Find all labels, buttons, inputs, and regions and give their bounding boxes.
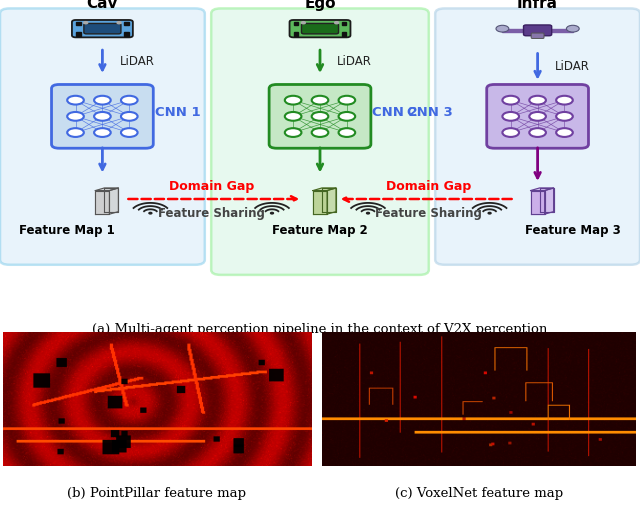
Circle shape <box>502 112 519 121</box>
Circle shape <box>94 96 111 104</box>
Circle shape <box>556 128 573 137</box>
Circle shape <box>339 112 355 121</box>
Circle shape <box>529 112 546 121</box>
FancyBboxPatch shape <box>211 8 429 275</box>
Circle shape <box>367 212 369 214</box>
FancyBboxPatch shape <box>289 20 351 37</box>
Circle shape <box>149 212 152 214</box>
Circle shape <box>312 96 328 104</box>
Circle shape <box>285 112 301 121</box>
Text: Infra: Infra <box>517 0 558 12</box>
Circle shape <box>335 22 339 24</box>
Circle shape <box>94 112 111 121</box>
Circle shape <box>121 112 138 121</box>
Text: LiDAR: LiDAR <box>120 55 154 68</box>
Circle shape <box>502 128 519 137</box>
Circle shape <box>285 128 301 137</box>
Circle shape <box>312 112 328 121</box>
Circle shape <box>121 128 138 137</box>
Polygon shape <box>313 188 336 191</box>
Text: Feature Sharing: Feature Sharing <box>376 207 482 220</box>
Polygon shape <box>109 188 118 214</box>
Circle shape <box>502 96 519 104</box>
Text: (b) PointPillar feature map: (b) PointPillar feature map <box>67 487 246 501</box>
Text: LiDAR: LiDAR <box>337 55 372 68</box>
FancyBboxPatch shape <box>52 84 154 148</box>
Circle shape <box>301 22 305 24</box>
Circle shape <box>529 128 546 137</box>
Circle shape <box>67 112 84 121</box>
Circle shape <box>339 128 355 137</box>
Text: Feature Sharing: Feature Sharing <box>158 207 264 220</box>
FancyBboxPatch shape <box>72 20 133 37</box>
Bar <box>342 32 346 35</box>
Text: CNN 1: CNN 1 <box>155 106 200 120</box>
Circle shape <box>67 128 84 137</box>
Text: Ego: Ego <box>304 0 336 12</box>
Circle shape <box>117 22 121 24</box>
Polygon shape <box>531 188 554 191</box>
Text: CNN 3: CNN 3 <box>408 106 453 120</box>
Polygon shape <box>104 188 118 211</box>
Circle shape <box>271 212 273 214</box>
Text: (c) VoxelNet feature map: (c) VoxelNet feature map <box>395 487 563 501</box>
Bar <box>76 22 81 25</box>
FancyBboxPatch shape <box>269 84 371 148</box>
Text: Domain Gap: Domain Gap <box>386 180 472 193</box>
FancyBboxPatch shape <box>435 8 640 265</box>
Circle shape <box>121 96 138 104</box>
FancyBboxPatch shape <box>301 24 339 34</box>
Polygon shape <box>95 188 118 191</box>
Circle shape <box>496 25 509 32</box>
Circle shape <box>285 96 301 104</box>
FancyBboxPatch shape <box>84 24 121 34</box>
Circle shape <box>488 212 491 214</box>
Bar <box>342 22 346 25</box>
Bar <box>124 22 129 25</box>
Polygon shape <box>322 188 336 211</box>
Text: Cav: Cav <box>86 0 118 12</box>
FancyBboxPatch shape <box>531 33 544 38</box>
Text: Feature Map 1: Feature Map 1 <box>19 225 115 237</box>
Polygon shape <box>531 191 545 214</box>
Polygon shape <box>313 191 327 214</box>
Circle shape <box>529 96 546 104</box>
FancyBboxPatch shape <box>524 25 552 36</box>
Circle shape <box>556 96 573 104</box>
Circle shape <box>566 25 579 32</box>
Bar <box>294 22 298 25</box>
Circle shape <box>556 112 573 121</box>
Bar <box>76 32 81 35</box>
Text: Feature Map 3: Feature Map 3 <box>525 225 621 237</box>
Text: (a) Multi-agent perception pipeline in the context of V2X perception: (a) Multi-agent perception pipeline in t… <box>92 324 548 336</box>
Polygon shape <box>95 191 109 214</box>
FancyBboxPatch shape <box>0 8 205 265</box>
FancyBboxPatch shape <box>487 84 589 148</box>
Circle shape <box>67 96 84 104</box>
Bar <box>502 28 573 32</box>
Polygon shape <box>545 188 554 214</box>
Bar <box>124 32 129 35</box>
Bar <box>294 32 298 35</box>
Circle shape <box>94 128 111 137</box>
Text: Domain Gap: Domain Gap <box>168 180 254 193</box>
Text: CNN 2: CNN 2 <box>372 106 418 120</box>
Circle shape <box>84 22 88 24</box>
Text: Feature Map 2: Feature Map 2 <box>272 225 368 237</box>
Polygon shape <box>327 188 336 214</box>
Polygon shape <box>540 188 554 211</box>
Circle shape <box>312 128 328 137</box>
Circle shape <box>339 96 355 104</box>
Text: LiDAR: LiDAR <box>555 60 589 73</box>
